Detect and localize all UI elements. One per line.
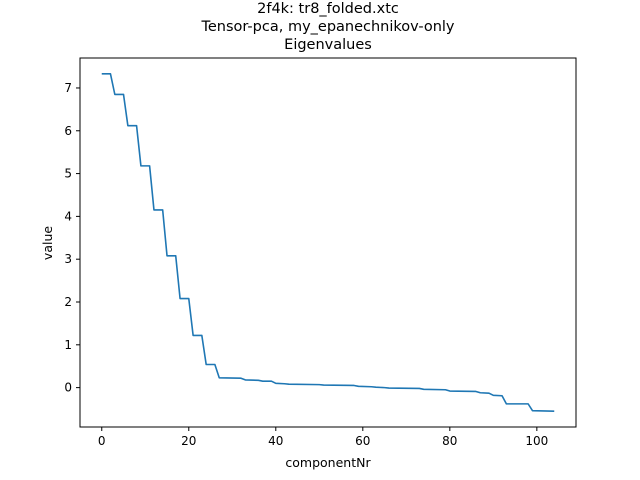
x-axis-label: componentNr <box>285 455 371 470</box>
y-tick-label: 0 <box>64 381 72 395</box>
series-line-0 <box>101 73 555 412</box>
y-tick-label: 1 <box>64 338 72 352</box>
y-tick-label: 7 <box>64 81 72 95</box>
title-line-2: Tensor-pca, my_epanechnikov-only <box>200 19 454 35</box>
plot-area-frame <box>79 57 577 428</box>
chart-title: 2f4k: tr8_folded.xtc Tensor-pca, my_epan… <box>200 1 454 53</box>
y-axis-label: value <box>40 226 55 260</box>
title-line-3: Eigenvalues <box>284 37 372 53</box>
y-axis-ticks: 0 1 2 3 4 5 6 7 <box>64 81 80 395</box>
y-tick-label: 4 <box>64 209 72 223</box>
x-tick-label: 40 <box>268 434 283 448</box>
x-tick-label: 0 <box>98 434 106 448</box>
y-tick-label: 2 <box>64 295 72 309</box>
y-tick-label: 6 <box>64 124 72 138</box>
series-group <box>101 73 555 412</box>
title-line-1: 2f4k: tr8_folded.xtc <box>257 1 399 17</box>
x-tick-label: 100 <box>525 434 548 448</box>
y-tick-label: 5 <box>64 167 72 181</box>
x-tick-label: 20 <box>181 434 196 448</box>
x-axis-ticks: 0 20 40 60 80 100 <box>98 427 548 448</box>
y-tick-label: 3 <box>64 252 72 266</box>
x-tick-label: 80 <box>442 434 457 448</box>
x-tick-label: 60 <box>355 434 370 448</box>
